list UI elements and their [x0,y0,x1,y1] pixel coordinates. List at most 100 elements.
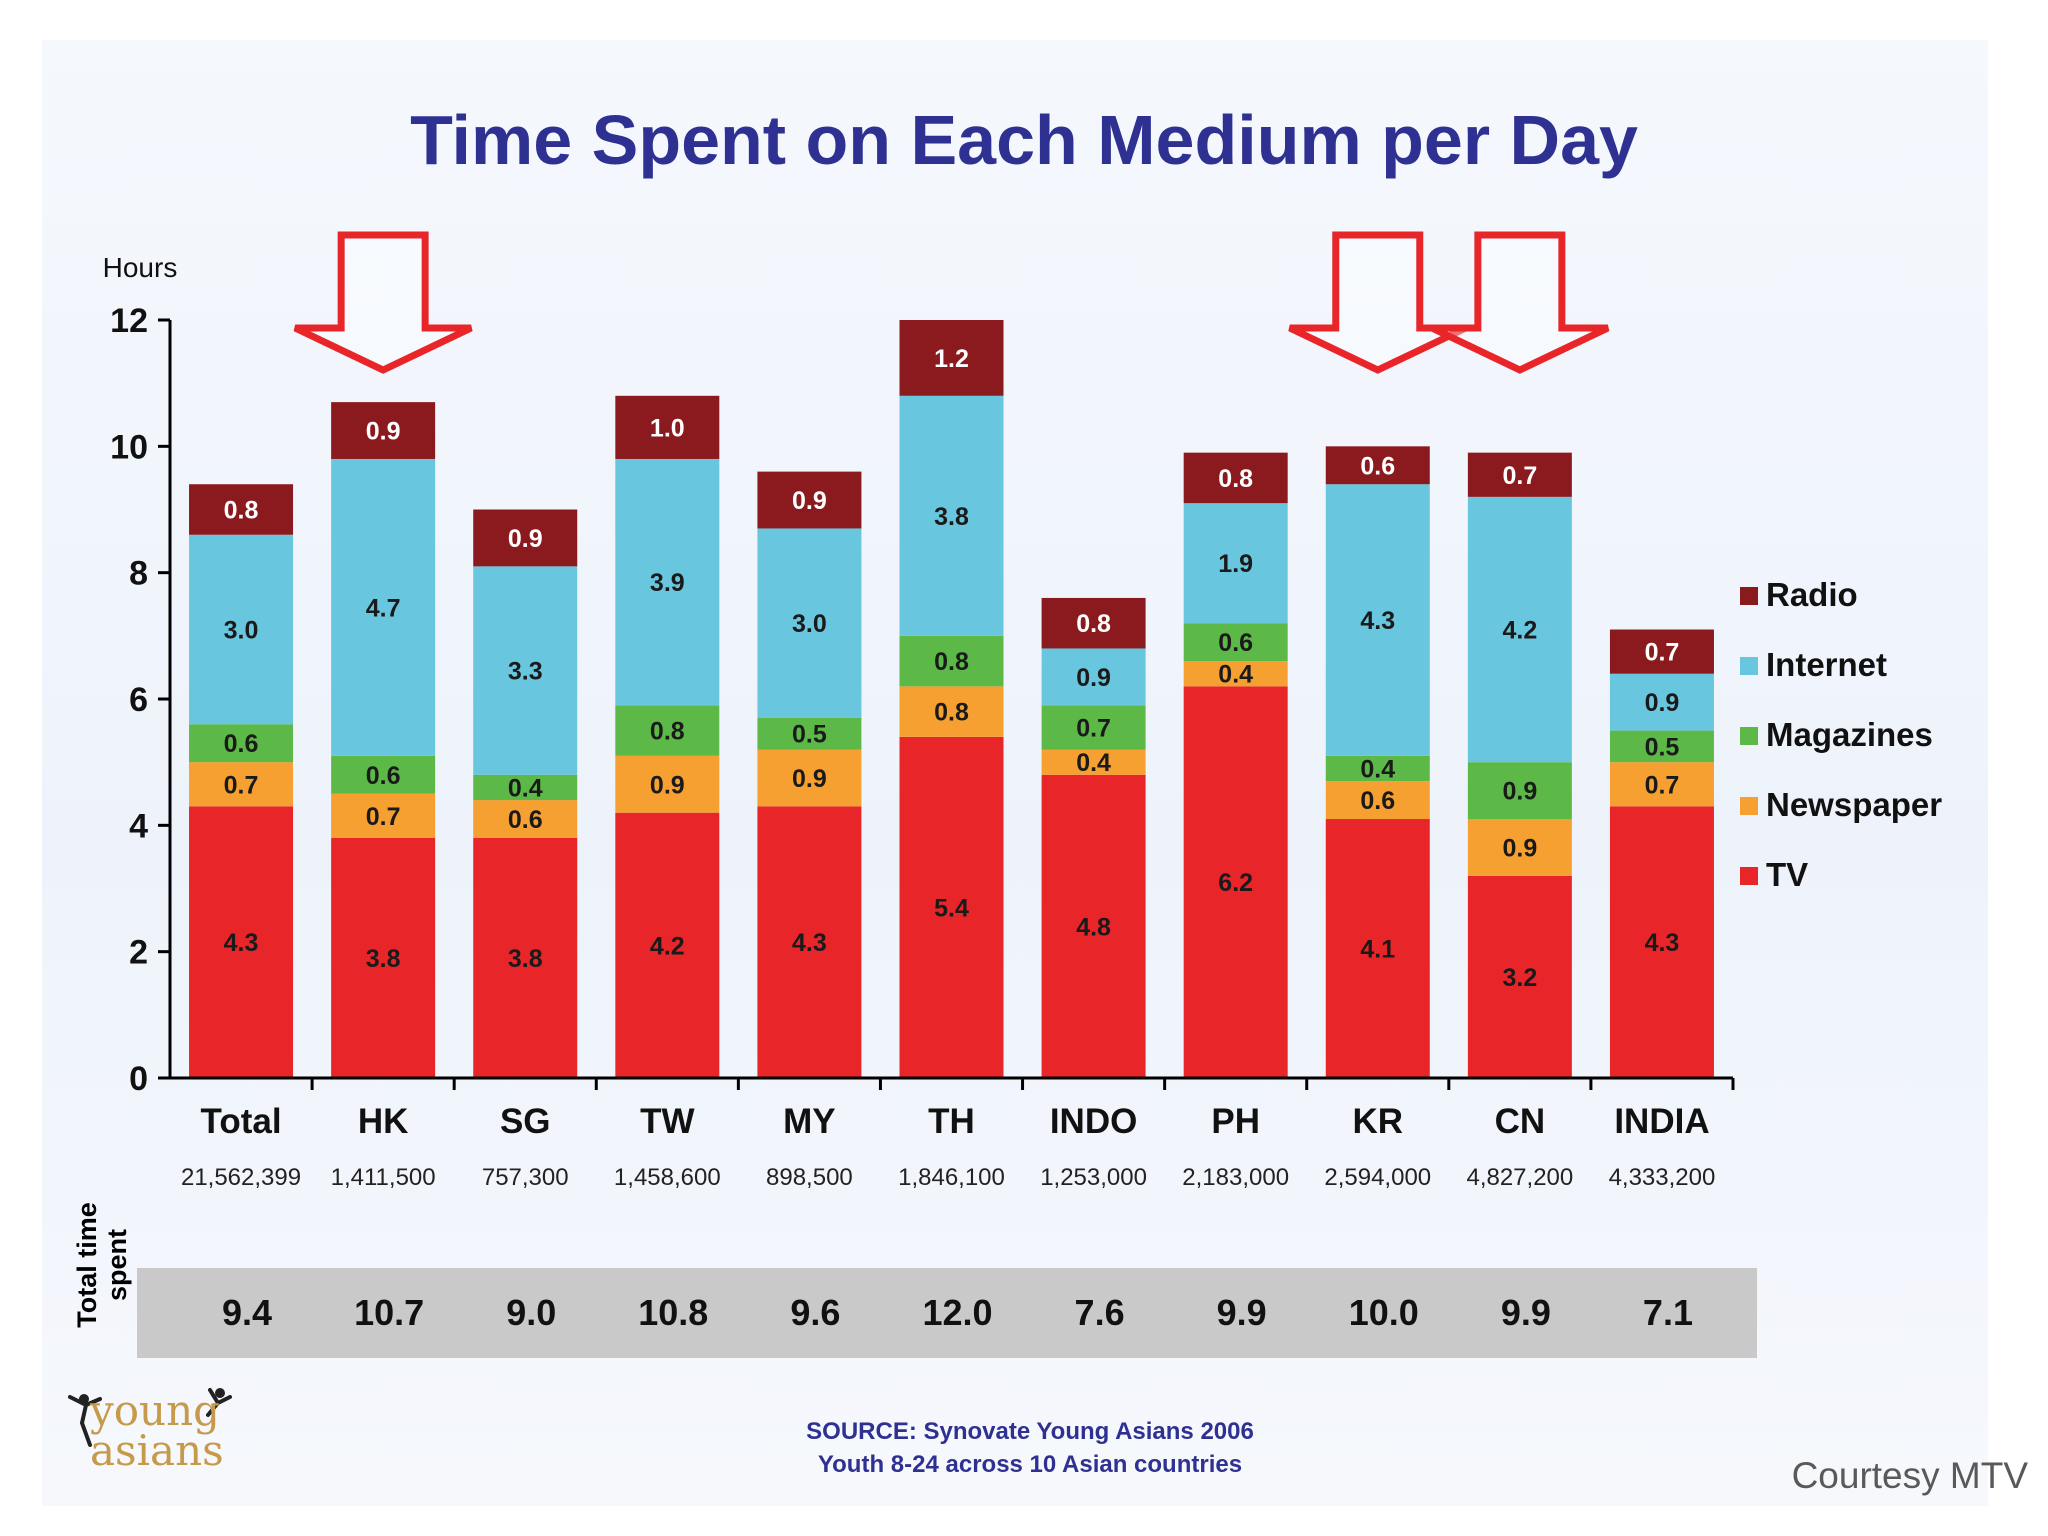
bar-label-tw-internet: 3.9 [650,569,685,597]
bar-segment-kr-radio [1325,446,1430,485]
bar-segment-ph-tv [1183,686,1288,1078]
bar-segment-total-tv [189,806,294,1078]
bar-label-indo-newspaper: 0.4 [1076,749,1111,777]
total-value-ph: 9.9 [1216,1292,1267,1333]
bar-segment-sg-tv [473,837,578,1078]
bar-label-sg-radio: 0.9 [508,525,543,553]
source-line-1: SOURCE: Synovate Young Asians 2006 [806,1418,1254,1445]
legend-swatch-tv [1740,867,1758,885]
logo-text-young: young [90,1386,220,1435]
x-tick-label-indo: INDO [1050,1102,1138,1141]
bar-segment-india-tv [1609,806,1714,1078]
bar-label-india-newspaper: 0.7 [1645,771,1680,799]
bar-segment-my-tv [757,806,862,1078]
bar-segment-th-newspaper [899,686,1004,737]
bar-segment-sg-internet [473,566,578,775]
totals-row: 9.4 10.7 9.0 10.8 9.6 12.0 7.6 9.9 10.0 9.9 7.1 [137,1268,1757,1358]
bar-label-kr-tv: 4.1 [1360,936,1395,964]
bar-segment-kr-tv [1325,819,1430,1078]
dancer-icon [68,1388,232,1447]
bar-segment-hk-radio [331,402,436,459]
bar-label-tw-tv: 4.2 [650,932,685,960]
bar-segment-ph-internet [1183,503,1288,624]
legend-label-newspaper: Newspaper [1766,786,1942,823]
bar-label-india-radio: 0.7 [1645,639,1680,667]
bar-label-kr-internet: 4.3 [1360,607,1395,635]
legend-label-magazines: Magazines [1766,716,1933,753]
x-tick-label-total: Total [201,1102,282,1141]
legend-label-radio: Radio [1766,576,1858,613]
chart-title: Time Spent on Each Medium per Day [410,101,1638,179]
bar-segment-kr-magazines [1325,755,1430,782]
sample-size-kr: 2,594,000 [1324,1164,1431,1191]
bar-segment-indo-newspaper [1041,749,1146,775]
x-tick-label-tw: TW [640,1102,694,1141]
bar-segment-sg-magazines [473,774,578,801]
bar-label-indo-tv: 4.8 [1076,913,1111,941]
bar-label-cn-radio: 0.7 [1502,462,1537,490]
sample-size-sg: 757,300 [482,1164,569,1191]
bar-label-my-magazines: 0.5 [792,721,827,749]
bar-segment-tw-magazines [615,705,720,756]
bar-segment-cn-magazines [1467,762,1572,820]
bar-segment-hk-internet [331,458,436,756]
bar-label-cn-tv: 3.2 [1502,964,1537,992]
bar-label-tw-magazines: 0.8 [650,718,685,746]
bar-segment-hk-magazines [331,755,436,794]
bar-segment-india-internet [1609,673,1714,731]
bar-label-total-newspaper: 0.7 [224,771,259,799]
bar-segment-hk-newspaper [331,793,436,838]
legend-swatch-newspaper [1740,797,1758,815]
bar-segment-th-tv [899,736,1004,1078]
sample-size-total: 21,562,399 [181,1164,301,1191]
sample-size-th: 1,846,100 [898,1164,1005,1191]
x-tick-label-cn: CN [1495,1102,1546,1141]
bar-label-indo-internet: 0.9 [1076,664,1111,692]
bar-segment-th-internet [899,395,1004,636]
bar-label-th-newspaper: 0.8 [934,699,969,727]
bar-label-ph-newspaper: 0.4 [1218,661,1253,689]
bar-label-th-radio: 1.2 [934,345,969,373]
bar-label-my-newspaper: 0.9 [792,765,827,793]
bar-label-total-internet: 3.0 [224,617,259,645]
bar-segment-cn-radio [1467,452,1572,497]
bar-label-th-internet: 3.8 [934,503,969,531]
bar-label-my-radio: 0.9 [792,487,827,515]
bar-segment-indo-internet [1041,648,1146,706]
bar-label-sg-internet: 3.3 [508,658,543,686]
bar-segment-indo-magazines [1041,705,1146,750]
bar-label-kr-magazines: 0.4 [1360,755,1395,783]
source-note: SOURCE: Synovate Young Asians 2006 Youth… [730,1415,1330,1481]
bar-label-th-tv: 5.4 [934,894,969,922]
total-value-kr: 10.0 [1348,1292,1419,1333]
x-tick-label-hk: HK [358,1102,409,1141]
total-value-indo: 7.6 [1074,1292,1125,1333]
y-tick-label-4: 4 [129,807,148,845]
bar-label-total-tv: 4.3 [224,929,259,957]
bar-segment-cn-newspaper [1467,819,1572,876]
bar-segment-cn-tv [1467,875,1572,1078]
bar-label-kr-newspaper: 0.6 [1360,787,1395,815]
y-tick-label-0: 0 [129,1060,148,1098]
bar-label-ph-tv: 6.2 [1218,869,1253,897]
bar-segment-total-radio [189,484,294,535]
bar-segment-sg-radio [473,509,578,567]
legend-swatch-internet [1740,657,1758,675]
bar-label-india-tv: 4.3 [1645,929,1680,957]
bar-segment-indo-tv [1041,774,1146,1078]
bar-label-india-internet: 0.9 [1645,689,1680,717]
bar-segment-tw-internet [615,458,720,706]
bar-segment-india-radio [1609,629,1714,674]
legend-swatch-magazines [1740,727,1758,745]
bar-segment-th-radio [899,320,1004,396]
bar-label-ph-internet: 1.9 [1218,550,1253,578]
bar-label-kr-radio: 0.6 [1360,452,1395,480]
bar-label-sg-newspaper: 0.6 [508,806,543,834]
bar-label-tw-radio: 1.0 [650,414,685,442]
legend-label-internet: Internet [1766,646,1887,683]
bar-label-hk-newspaper: 0.7 [366,803,401,831]
legend-label-tv: TV [1766,856,1808,893]
bar-segment-ph-radio [1183,452,1288,504]
bar-segment-my-newspaper [757,749,862,807]
